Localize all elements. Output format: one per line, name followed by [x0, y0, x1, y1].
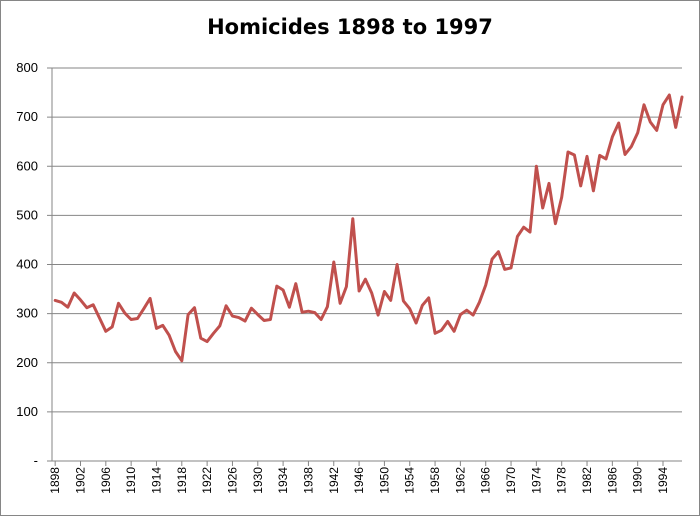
y-tick-label: 300: [16, 306, 38, 321]
y-tick-label: 400: [16, 257, 38, 272]
x-tick-label: 1906: [99, 467, 113, 494]
x-tick-label: 1994: [656, 467, 670, 494]
y-tick-label: 700: [16, 109, 38, 124]
x-tick-label: 1942: [327, 467, 341, 494]
x-tick-label: 1934: [276, 467, 290, 494]
x-tick-label: 1910: [124, 467, 138, 494]
x-tick-label: 1902: [73, 467, 87, 494]
x-tick-label: 1898: [48, 467, 62, 494]
x-tick-label: 1922: [200, 467, 214, 494]
x-tick-label: 1946: [352, 467, 366, 494]
chart-title: Homicides 1898 to 1997: [207, 15, 493, 39]
x-tick-label: 1958: [428, 467, 442, 494]
x-tick-label: 1982: [580, 467, 594, 494]
series-line: [53, 93, 684, 363]
x-tick-label: 1950: [377, 467, 391, 494]
x-axis-ticks: 1898 1902 1906 1910 1914 1918 1922 1926 1930 1934…: [48, 461, 670, 494]
y-tick-label: 200: [16, 355, 38, 370]
x-tick-label: 1978: [555, 467, 569, 494]
x-tick-label: 1918: [175, 467, 189, 494]
y-tick-label: -: [34, 453, 38, 468]
y-axis-ticks: - 100 200 300 400 500 600 700 800: [16, 60, 52, 468]
x-tick-label: 1990: [631, 467, 645, 494]
y-tick-label: 600: [16, 158, 38, 173]
x-tick-label: 1914: [149, 467, 163, 494]
x-tick-label: 1962: [453, 467, 467, 494]
y-tick-label: 500: [16, 207, 38, 222]
x-tick-label: 1986: [605, 467, 619, 494]
x-tick-label: 1966: [479, 467, 493, 494]
x-tick-label: 1970: [504, 467, 518, 494]
gridlines: [52, 67, 682, 413]
x-tick-label: 1926: [225, 467, 239, 494]
x-tick-label: 1930: [251, 467, 265, 494]
x-tick-label: 1954: [403, 467, 417, 494]
series-layer: [53, 93, 684, 363]
x-tick-label: 1974: [529, 467, 543, 494]
y-tick-label: 800: [16, 60, 38, 75]
x-tick-label: 1938: [301, 467, 315, 494]
y-tick-label: 100: [16, 404, 38, 419]
